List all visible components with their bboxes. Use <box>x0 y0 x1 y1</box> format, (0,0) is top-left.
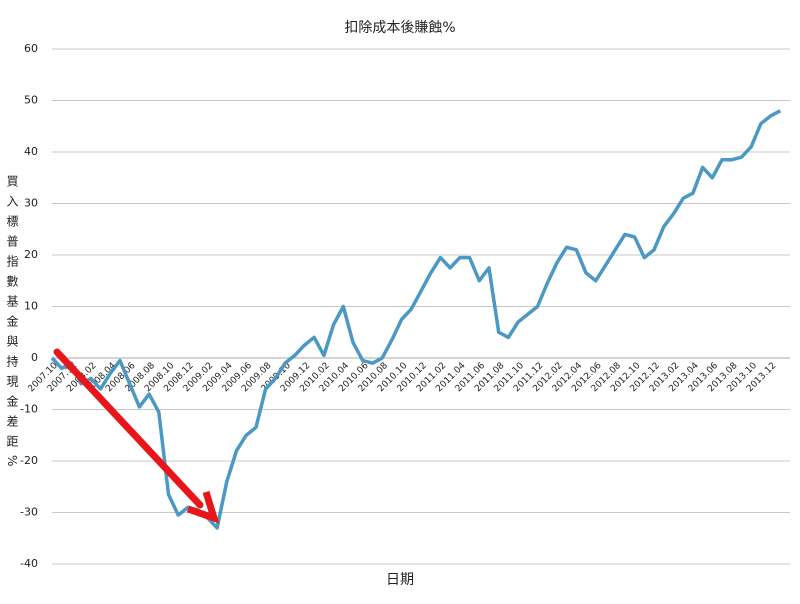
y-tick-label: 20 <box>24 248 38 261</box>
y-tick-label: 10 <box>24 300 38 313</box>
y-axis-label: 買入標普指數基金與持現金差距% <box>5 175 19 474</box>
x-axis-label: 日期 <box>386 572 414 588</box>
y-tick-label: -20 <box>20 454 38 467</box>
y-tick-label: -40 <box>20 557 38 570</box>
data-line <box>50 109 782 530</box>
chart-title: 扣除成本後賺蝕% <box>344 19 455 36</box>
y-tick-label: -30 <box>20 506 38 519</box>
y-tick-label: 50 <box>24 94 38 107</box>
y-tick-label: 60 <box>24 42 38 55</box>
y-tick-label: 40 <box>24 145 38 158</box>
y-tick-label: 0 <box>31 351 38 364</box>
y-tick-label: -10 <box>20 403 38 416</box>
y-tick-label: 30 <box>24 197 38 210</box>
arrow-annotation <box>53 348 220 524</box>
